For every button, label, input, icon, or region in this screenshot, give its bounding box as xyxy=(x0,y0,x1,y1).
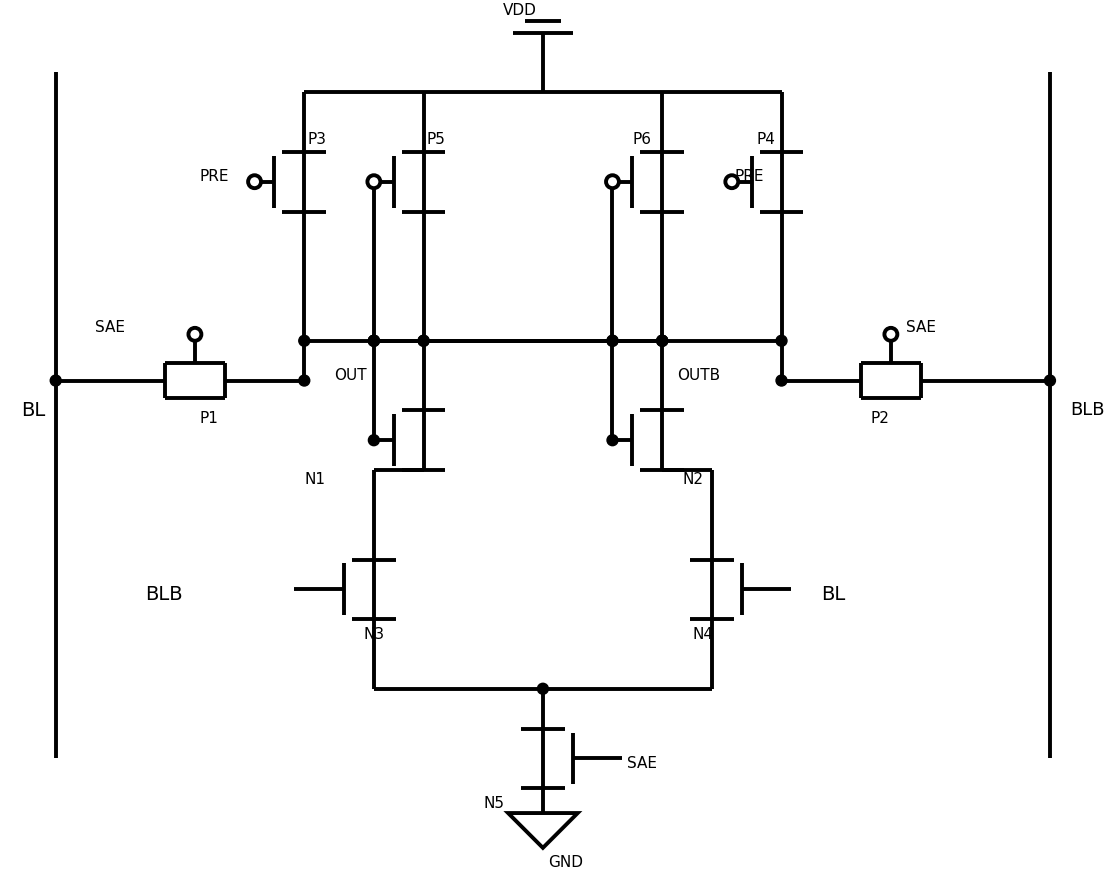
Circle shape xyxy=(249,175,261,188)
Text: GND: GND xyxy=(548,855,583,870)
Circle shape xyxy=(418,335,430,346)
Text: P3: P3 xyxy=(307,132,326,148)
Circle shape xyxy=(885,328,897,340)
Circle shape xyxy=(1045,375,1056,386)
Circle shape xyxy=(367,175,381,188)
Text: N2: N2 xyxy=(682,472,703,487)
Text: OUT: OUT xyxy=(334,368,366,383)
Circle shape xyxy=(606,175,619,188)
Circle shape xyxy=(725,175,738,188)
Text: SAE: SAE xyxy=(906,320,936,335)
Text: SAE: SAE xyxy=(627,756,657,771)
Text: BLB: BLB xyxy=(145,585,183,604)
Text: N5: N5 xyxy=(483,796,504,811)
Text: N1: N1 xyxy=(304,472,325,487)
Text: P2: P2 xyxy=(871,411,890,426)
Circle shape xyxy=(299,335,310,346)
Circle shape xyxy=(657,335,668,346)
Circle shape xyxy=(418,335,430,346)
Circle shape xyxy=(607,435,618,445)
Text: P5: P5 xyxy=(426,132,445,148)
Circle shape xyxy=(776,375,787,386)
Text: P1: P1 xyxy=(200,411,219,426)
Circle shape xyxy=(657,335,668,346)
Text: N3: N3 xyxy=(364,627,385,642)
Circle shape xyxy=(50,375,61,386)
Text: P6: P6 xyxy=(633,132,652,148)
Circle shape xyxy=(369,435,380,445)
Circle shape xyxy=(369,335,380,346)
Text: PRE: PRE xyxy=(735,169,765,184)
Text: VDD: VDD xyxy=(503,4,537,18)
Circle shape xyxy=(657,335,668,346)
Circle shape xyxy=(299,375,310,386)
Text: BL: BL xyxy=(821,585,846,604)
Circle shape xyxy=(607,335,618,346)
Text: BLB: BLB xyxy=(1070,401,1104,420)
Text: P4: P4 xyxy=(757,132,776,148)
Text: PRE: PRE xyxy=(200,169,230,184)
Circle shape xyxy=(776,335,787,346)
Circle shape xyxy=(537,684,548,694)
Text: N4: N4 xyxy=(692,627,713,642)
Circle shape xyxy=(189,328,201,340)
Text: OUTB: OUTB xyxy=(677,368,720,383)
Text: BL: BL xyxy=(21,401,46,420)
Text: SAE: SAE xyxy=(95,320,125,335)
Circle shape xyxy=(369,335,380,346)
Circle shape xyxy=(607,335,618,346)
Circle shape xyxy=(369,335,380,346)
